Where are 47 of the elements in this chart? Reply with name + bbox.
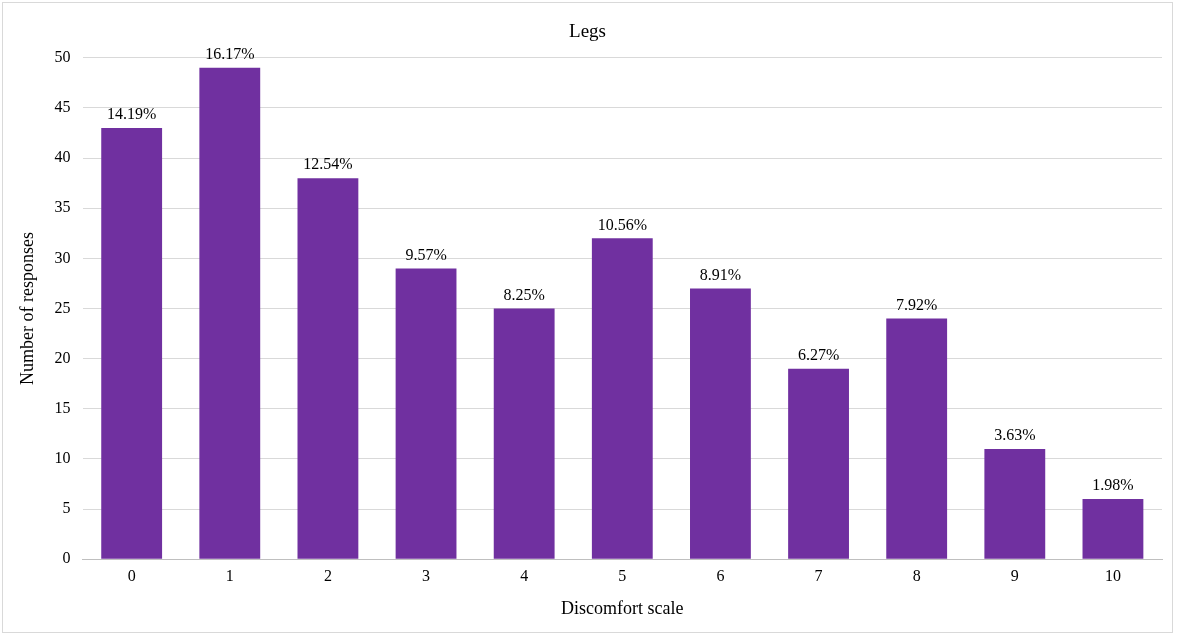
y-tick-label: 5 [62, 499, 71, 517]
annotation: 10.56% [597, 215, 647, 233]
bar [984, 448, 1046, 559]
x-tick-label: 5 [618, 567, 627, 584]
x-tick-label: 4 [520, 567, 529, 584]
x-tick-label: 3 [422, 567, 431, 584]
y-axis-title: Number of responses [16, 232, 37, 385]
annotation: 7.92% [896, 295, 938, 313]
bar [690, 288, 751, 559]
annotation: 6.27% [797, 345, 840, 363]
bar [395, 268, 457, 559]
y-tick-label: 15 [54, 398, 71, 416]
annotation: 3.63% [994, 426, 1036, 444]
y-tick-label: 45 [54, 98, 71, 116]
bar [591, 238, 653, 559]
x-tick-label: 8 [912, 567, 921, 584]
x-tick-label: 9 [1010, 567, 1019, 584]
annotation: 9.57% [405, 245, 447, 263]
bar [886, 318, 948, 559]
bar [1082, 499, 1144, 559]
y-tick-label: 50 [54, 48, 71, 65]
annotation: 16.17% [205, 45, 255, 63]
y-tick-label: 35 [54, 198, 71, 216]
x-tick-label: 1 [225, 567, 234, 584]
x-axis-title: Discomfort scale [561, 597, 684, 618]
bar [199, 67, 261, 559]
x-tick-label: 10 [1104, 567, 1121, 584]
annotation: 8.91% [699, 265, 742, 283]
annotation: 1.98% [1092, 476, 1134, 494]
y-tick-label: 0 [62, 549, 71, 567]
x-tick-label: 6 [716, 567, 725, 584]
chart-title: Legs [569, 20, 606, 42]
x-tick-label: 2 [323, 567, 332, 584]
annotation: 12.54% [303, 155, 353, 173]
y-tick-label: 25 [54, 298, 71, 316]
y-tick-label: 30 [54, 248, 71, 266]
bar [493, 308, 555, 559]
y-tick-label: 20 [54, 348, 71, 366]
y-tick-label: 10 [54, 449, 71, 467]
x-tick-label: 7 [814, 567, 823, 584]
annotation: 14.19% [107, 105, 157, 123]
bar [101, 128, 163, 559]
bar [297, 178, 359, 559]
y-tick-label: 40 [54, 148, 71, 166]
annotation: 8.25% [503, 285, 545, 303]
bar [788, 368, 849, 559]
x-tick-label: 0 [127, 567, 136, 584]
